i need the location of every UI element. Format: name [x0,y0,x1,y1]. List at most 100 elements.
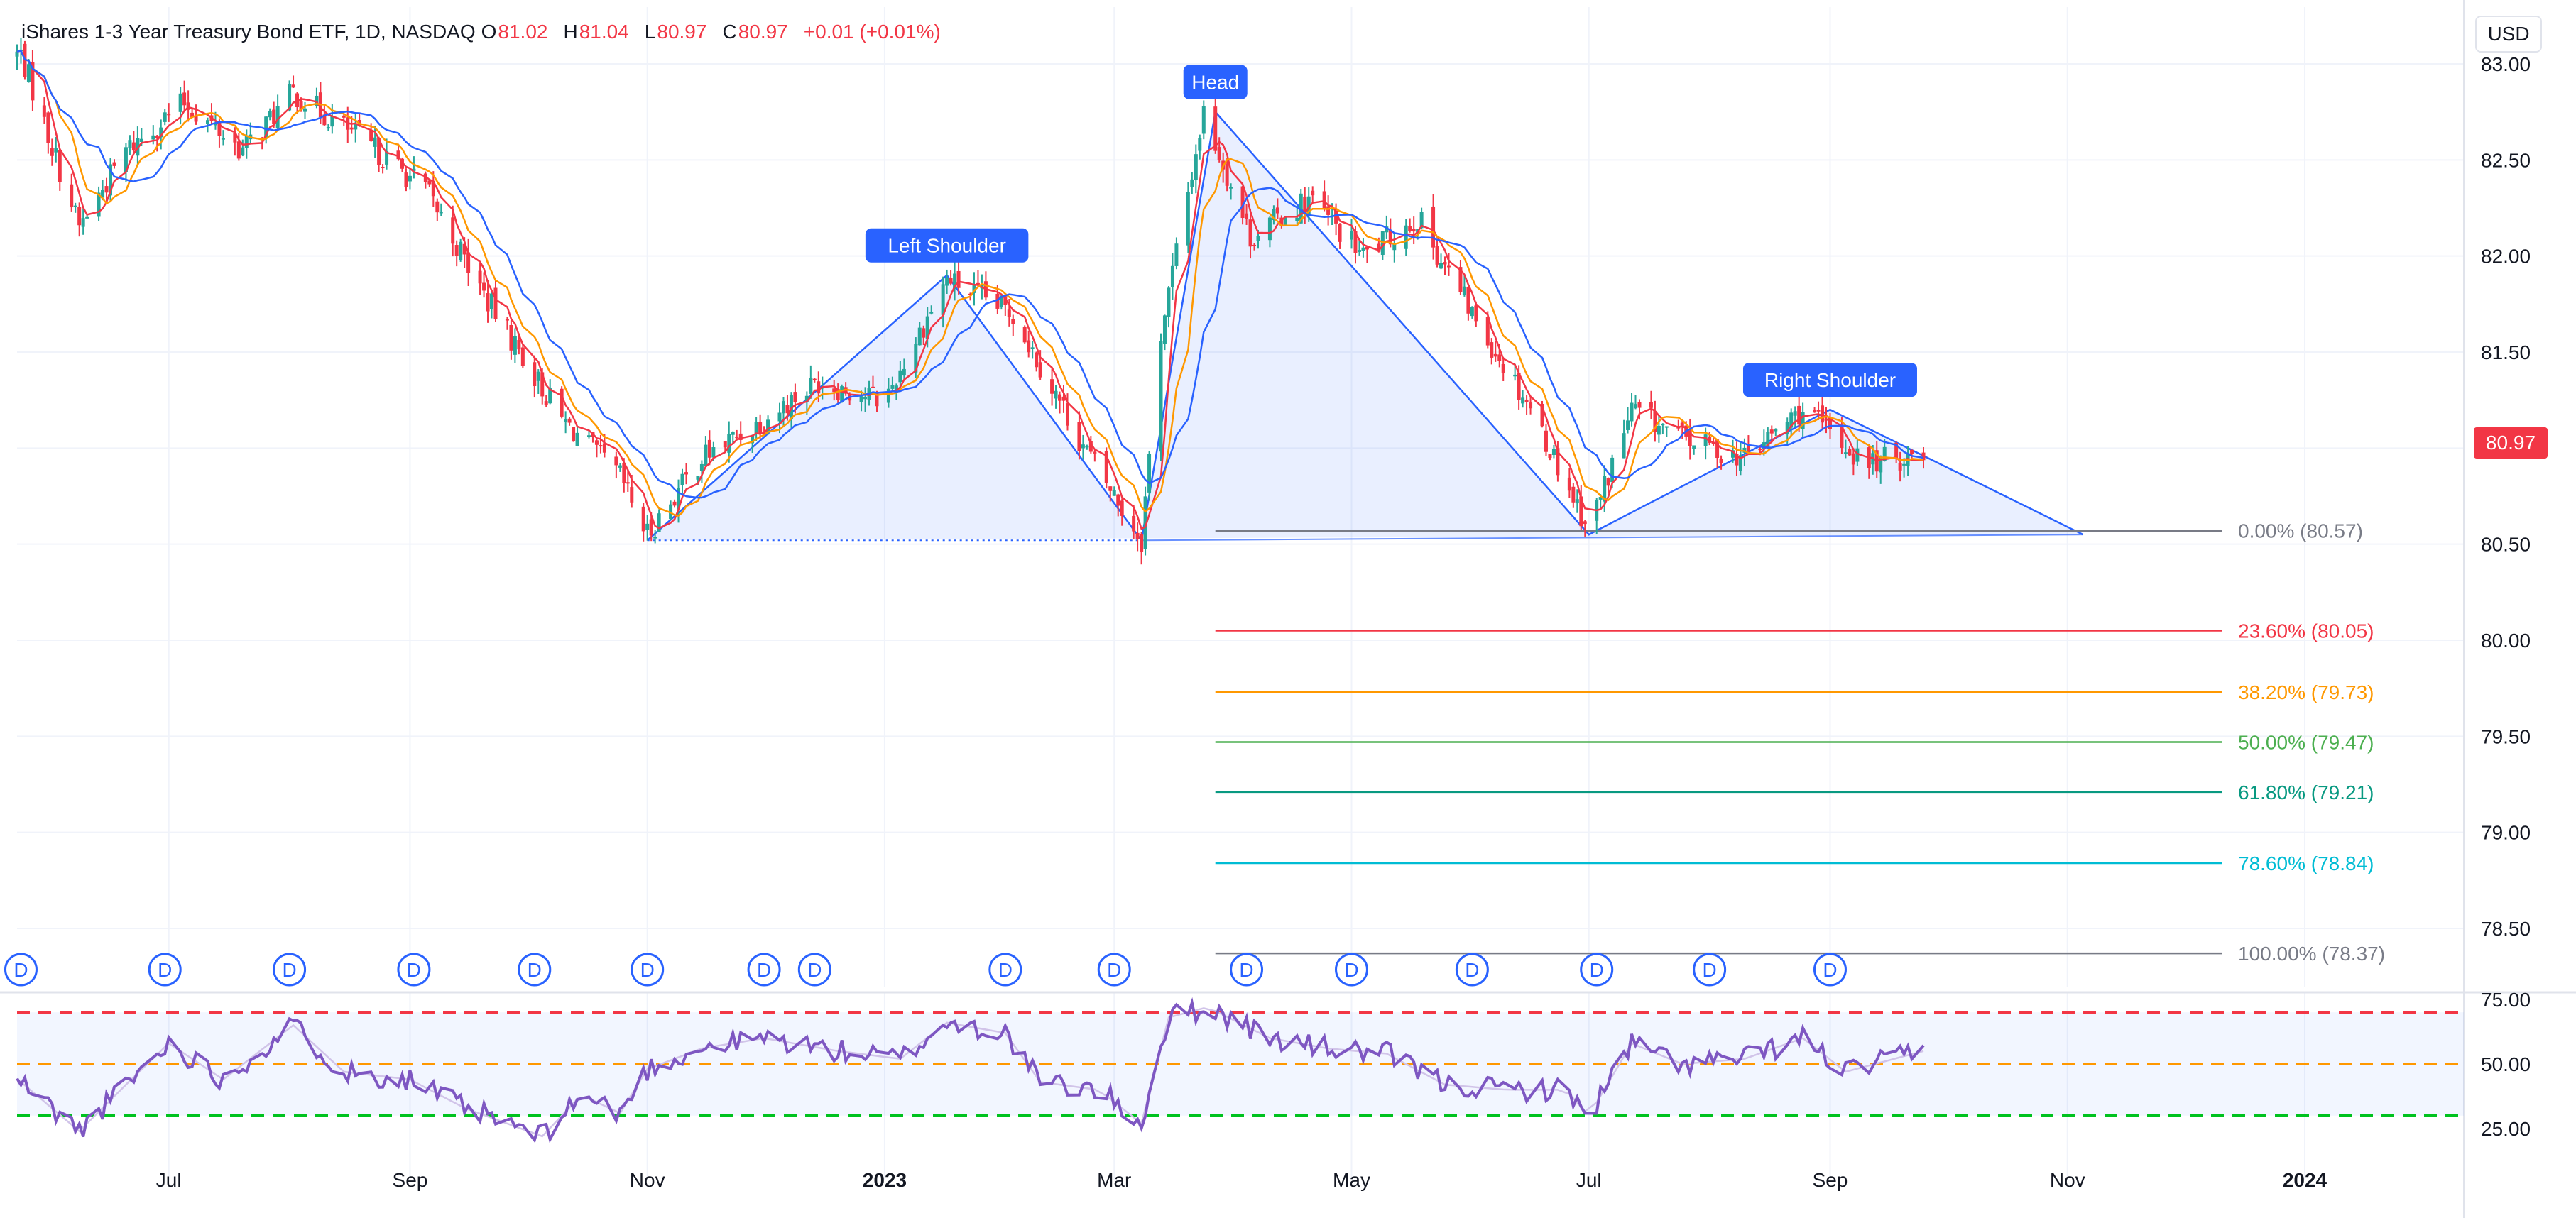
candle-body [1058,394,1062,401]
candle-body [1108,486,1113,491]
candle-body [890,385,895,389]
candle-body [1275,207,1279,214]
candle-body [1603,476,1607,502]
candle-body [618,465,622,468]
fibonacci-levels[interactable]: 0.00% (80.57) 23.60% (80.05) 38.20% (79.73… [1215,520,2385,965]
time-axis-tick: Nov [630,1169,665,1191]
candle-body [275,106,280,128]
candle-body [602,443,606,453]
currency-button[interactable]: USD [2475,16,2542,53]
candle-body [377,138,381,165]
fib-level-label: 0.00% (80.57) [2238,520,2363,542]
candle-body [46,112,50,143]
candle-body [1198,138,1202,151]
candle-body [1470,307,1474,317]
candle-body [1186,192,1190,246]
candle-body [1708,437,1712,443]
candle-body [1816,410,1821,412]
candle-body [1248,219,1252,247]
candle-body [622,463,626,484]
candle-body [85,216,89,219]
candle-body [1104,451,1108,483]
dividend-marker: D [273,953,307,987]
candle-body [1326,206,1331,215]
dividend-marker-label: D [13,959,28,981]
candle-body [1120,500,1124,516]
candle-body [139,138,143,142]
candle-body [1408,226,1412,231]
dividend-marker-label: D [1107,959,1121,981]
candle-body [1419,212,1424,229]
candle-body [1540,403,1544,427]
candle-body [976,282,980,285]
candle-body [1789,412,1794,428]
ma-fast-line [16,49,1924,530]
candle-body [1490,342,1494,358]
candle-body [1392,243,1397,251]
candle-body [1626,420,1630,430]
candle-body [1003,296,1008,305]
candle-body [349,127,354,130]
moving-averages [16,49,1924,530]
dividend-marker-label: D [1465,959,1479,981]
candle-body [1377,243,1381,252]
candle-body [1497,354,1502,361]
candle-body [1762,442,1766,449]
candle-body [1529,402,1533,409]
candle-body [1334,210,1338,224]
candle-body [925,316,929,339]
candle-body [1311,190,1315,196]
dividend-marker-circle [747,953,781,987]
candle-body [513,336,517,355]
candle-body [902,368,906,376]
ma-mid-line [16,49,1924,517]
candle-body [704,444,708,466]
candle-body [614,456,618,466]
candle-body [533,362,537,387]
candle-body [1085,446,1089,448]
candle-body [1637,402,1642,408]
candle-body [1774,429,1778,432]
dividend-marker-circle [148,953,182,987]
candle-body [809,378,813,394]
price-axis-tick: 79.00 [2481,822,2531,844]
dividend-marker: D [797,953,831,987]
candle-body [1252,244,1257,246]
candle-body [131,142,136,151]
candle-body [781,401,785,414]
candle-body [423,173,427,182]
price-axis-tick: 79.50 [2481,725,2531,747]
candle-body [439,212,443,214]
dividend-marker-circle [273,953,307,987]
candle-body [1027,340,1031,353]
rsi-axis-tick: 50.00 [2481,1053,2531,1075]
candle-body [1443,262,1447,265]
candle-body [451,217,455,244]
candle-body [941,284,945,315]
candle-body [268,111,272,118]
candle-body [1190,179,1194,187]
dividend-marker-circle [797,953,831,987]
candle-body [155,136,159,138]
dividend-marker: D [397,953,431,987]
candle-body [929,312,934,314]
dividend-marker-label: D [1823,959,1837,981]
rsi-axis-tick: 25.00 [2481,1118,2531,1140]
head-and-shoulders-pattern[interactable] [646,109,2084,543]
candle-body [244,135,249,148]
label-left-shoulder-bg [865,228,1029,263]
candle-body [1201,106,1206,134]
price-axis-tick: 83.00 [2481,53,2531,75]
candle-body [109,164,113,196]
candle-body [77,207,82,226]
candle-body [1357,250,1361,252]
candle-body [968,293,972,295]
candle-body [1548,454,1552,459]
candle-body [567,418,572,423]
candle-body [1501,364,1505,373]
candle-body [1217,147,1221,160]
candle-body [159,127,163,138]
candle-body [322,114,327,126]
